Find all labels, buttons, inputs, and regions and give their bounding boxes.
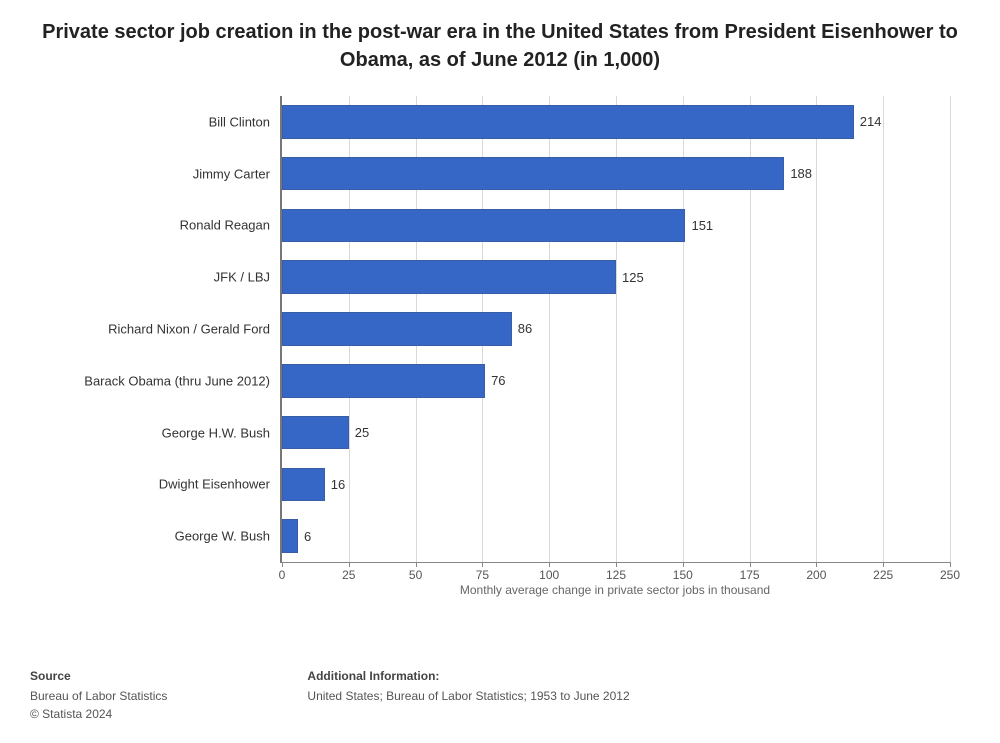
bar-value-label: 76: [491, 373, 505, 388]
x-tick-label: 75: [476, 562, 489, 582]
additional-info-block: Additional Information: United States; B…: [307, 667, 629, 723]
category-label: George H.W. Bush: [32, 425, 282, 440]
bar: [282, 157, 784, 191]
bar-row: Jimmy Carter188: [282, 148, 950, 200]
bar: [282, 416, 349, 450]
x-axis-label: Monthly average change in private sector…: [280, 583, 950, 597]
category-label: George W. Bush: [32, 529, 282, 544]
x-tick-label: 125: [606, 562, 626, 582]
x-tick-label: 150: [673, 562, 693, 582]
bar-row: Bill Clinton214: [282, 96, 950, 148]
chart-footer: Source Bureau of Labor Statistics © Stat…: [30, 667, 970, 723]
bar: [282, 519, 298, 553]
x-tick-label: 225: [873, 562, 893, 582]
bar-row: Barack Obama (thru June 2012)76: [282, 355, 950, 407]
bar-row: George W. Bush6: [282, 510, 950, 562]
source-heading: Source: [30, 667, 167, 685]
bar: [282, 364, 485, 398]
category-label: Richard Nixon / Gerald Ford: [32, 321, 282, 336]
category-label: Bill Clinton: [32, 114, 282, 129]
bar-value-label: 16: [331, 477, 345, 492]
category-label: Ronald Reagan: [32, 218, 282, 233]
grid-line: [950, 96, 951, 562]
copyright-text: © Statista 2024: [30, 705, 167, 723]
x-tick-label: 250: [940, 562, 960, 582]
source-text: Bureau of Labor Statistics: [30, 687, 167, 705]
x-tick-label: 100: [539, 562, 559, 582]
bar-value-label: 214: [860, 114, 882, 129]
bar-value-label: 25: [355, 425, 369, 440]
category-label: Jimmy Carter: [32, 166, 282, 181]
bar-value-label: 151: [691, 218, 713, 233]
bar-row: George H.W. Bush25: [282, 407, 950, 459]
x-tick-label: 175: [740, 562, 760, 582]
bar: [282, 105, 854, 139]
chart-area: 0 25 50 75 100 125 150 175 200 225 250 Bill Clinton…: [30, 96, 970, 603]
bar-value-label: 188: [790, 166, 812, 181]
x-tick-label: 0: [279, 562, 286, 582]
plot-area: 0255075100125150175200225250Bill Clinton…: [280, 96, 950, 563]
additional-info-text: United States; Bureau of Labor Statistic…: [307, 687, 629, 705]
x-tick-label: 200: [806, 562, 826, 582]
x-tick-label: 25: [342, 562, 355, 582]
bar-row: Dwight Eisenhower16: [282, 458, 950, 510]
bar: [282, 209, 685, 243]
bar-value-label: 125: [622, 270, 644, 285]
bar: [282, 260, 616, 294]
bar-value-label: 6: [304, 529, 311, 544]
bar-row: Ronald Reagan151: [282, 200, 950, 252]
bar: [282, 312, 512, 346]
additional-info-heading: Additional Information:: [307, 667, 629, 685]
chart-title: Private sector job creation in the post-…: [0, 0, 1000, 82]
bar-row: Richard Nixon / Gerald Ford86: [282, 303, 950, 355]
category-label: Dwight Eisenhower: [32, 477, 282, 492]
bar-row: JFK / LBJ125: [282, 251, 950, 303]
bar-value-label: 86: [518, 321, 532, 336]
category-label: JFK / LBJ: [32, 270, 282, 285]
source-block: Source Bureau of Labor Statistics © Stat…: [30, 667, 167, 723]
bar: [282, 468, 325, 502]
category-label: Barack Obama (thru June 2012): [32, 373, 282, 388]
x-tick-label: 50: [409, 562, 422, 582]
